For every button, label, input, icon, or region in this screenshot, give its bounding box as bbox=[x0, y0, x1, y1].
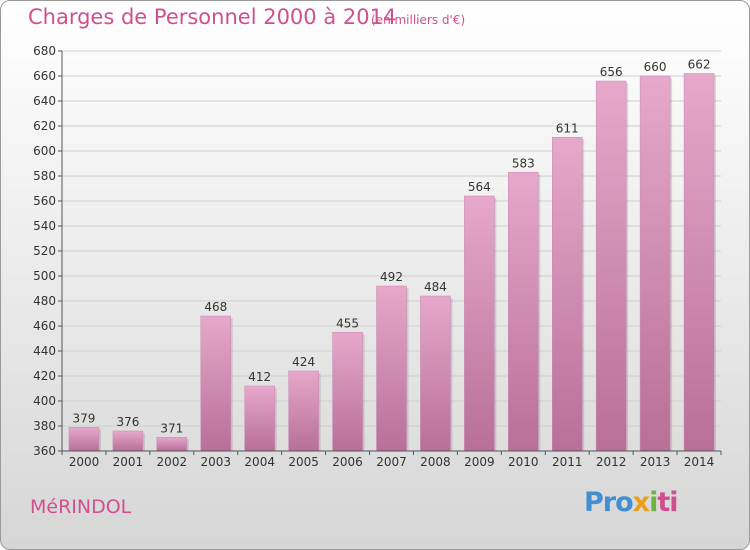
bar bbox=[639, 75, 671, 452]
y-tick-label: 640 bbox=[33, 94, 56, 108]
value-label: 660 bbox=[644, 60, 667, 74]
x-tick-label: 2011 bbox=[552, 455, 583, 469]
x-tick-label: 2002 bbox=[157, 455, 188, 469]
y-tick-label: 660 bbox=[33, 69, 56, 83]
bar bbox=[288, 370, 319, 452]
y-tick-label: 540 bbox=[33, 219, 56, 233]
chart-subtitle: (en milliers d'€) bbox=[371, 13, 466, 27]
y-tick-label: 600 bbox=[33, 144, 56, 158]
x-tick-label: 2003 bbox=[200, 455, 231, 469]
city-name: MéRINDOL bbox=[30, 496, 132, 518]
value-label: 564 bbox=[468, 180, 491, 194]
value-labels: 379 376 371 468 412 424 455 492 484 564 583 611 656 6… bbox=[73, 58, 711, 436]
y-tick-label: 380 bbox=[33, 419, 56, 433]
bar bbox=[683, 73, 715, 452]
value-label: 376 bbox=[116, 415, 139, 429]
bar bbox=[332, 332, 363, 452]
y-tick-label: 400 bbox=[33, 394, 56, 408]
y-tick-label: 680 bbox=[33, 44, 56, 58]
value-label: 492 bbox=[380, 270, 403, 284]
y-tick-label: 520 bbox=[33, 244, 56, 258]
bar bbox=[464, 195, 495, 452]
x-tick-label: 2008 bbox=[420, 455, 451, 469]
bars bbox=[68, 73, 717, 452]
bar bbox=[200, 315, 232, 452]
value-label: 424 bbox=[292, 355, 315, 369]
value-label: 484 bbox=[424, 280, 447, 294]
x-tick-label: 2014 bbox=[684, 455, 715, 469]
value-label: 656 bbox=[600, 65, 623, 79]
y-tick-label: 580 bbox=[33, 169, 56, 183]
x-tick-label: 2004 bbox=[244, 455, 275, 469]
chart-title: Charges de Personnel 2000 à 2014 bbox=[28, 5, 397, 29]
bar bbox=[551, 137, 583, 452]
bar bbox=[112, 430, 144, 452]
y-tick-label: 460 bbox=[33, 319, 56, 333]
y-tick-label: 500 bbox=[33, 269, 56, 283]
bar bbox=[244, 385, 275, 452]
y-tick-label: 620 bbox=[33, 119, 56, 133]
bar bbox=[68, 427, 100, 452]
x-tick-label: 2012 bbox=[596, 455, 627, 469]
value-label: 583 bbox=[512, 156, 535, 170]
bar bbox=[156, 437, 188, 452]
bar bbox=[420, 295, 451, 452]
value-label: 379 bbox=[73, 411, 96, 425]
value-label: 371 bbox=[160, 421, 183, 435]
x-tick-label: 2007 bbox=[376, 455, 407, 469]
y-tick-label: 560 bbox=[33, 194, 56, 208]
x-tick-label: 2013 bbox=[640, 455, 671, 469]
value-label: 412 bbox=[248, 370, 271, 384]
axes: 360 380 400 420 440 460 480 500 520 540 560 580 600 6… bbox=[33, 44, 722, 469]
x-tick-label: 2005 bbox=[288, 455, 319, 469]
value-label: 611 bbox=[556, 121, 579, 135]
x-tick-label: 2006 bbox=[332, 455, 363, 469]
value-label: 468 bbox=[204, 300, 227, 314]
y-tick-label: 360 bbox=[33, 444, 56, 458]
x-tick-label: 2010 bbox=[508, 455, 539, 469]
value-label: 662 bbox=[688, 58, 711, 72]
x-tick-label: 2001 bbox=[113, 455, 144, 469]
bar bbox=[595, 80, 627, 452]
value-label: 455 bbox=[336, 316, 359, 330]
bar bbox=[508, 172, 539, 452]
x-tick-label: 2000 bbox=[69, 455, 100, 469]
proxiti-logo[interactable]: Proxiti bbox=[584, 487, 679, 518]
x-tick-label: 2009 bbox=[464, 455, 495, 469]
y-tick-label: 480 bbox=[33, 294, 56, 308]
bar bbox=[376, 285, 407, 452]
y-tick-label: 440 bbox=[33, 344, 56, 358]
y-tick-label: 420 bbox=[33, 369, 56, 383]
